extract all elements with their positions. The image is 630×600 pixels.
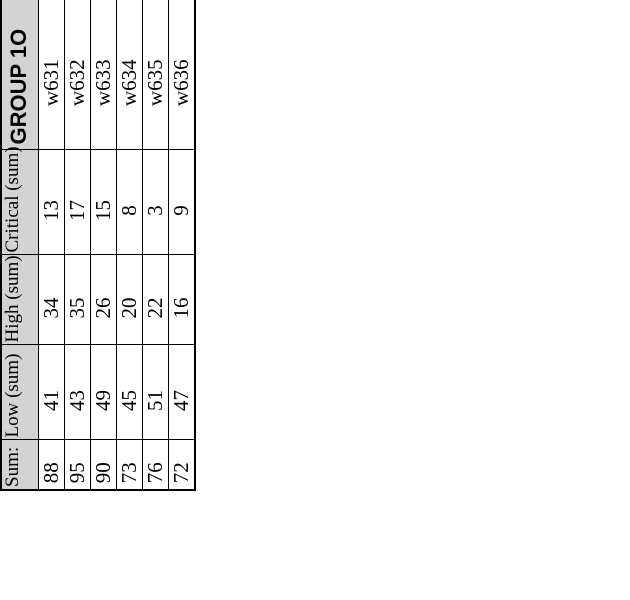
value-cell: 88: [38, 440, 65, 490]
row-id-cell: w632: [64, 0, 91, 150]
value-cell: 49: [90, 345, 117, 440]
value-cell: 43: [64, 345, 91, 440]
value-cell: 22: [142, 255, 169, 345]
value-cell: 15: [90, 150, 117, 255]
header-sum-label: Sum:: [2, 446, 23, 487]
value-cell: 26: [90, 255, 117, 345]
header-sum: Sum:: [1, 440, 38, 490]
header-low-sum: Low (sum): [1, 345, 38, 440]
value-cell: 20: [116, 255, 143, 345]
value-cell: 90: [90, 440, 117, 490]
value-cell: 72: [168, 440, 195, 490]
value-cell: 73: [116, 440, 143, 490]
value-cell: 35: [64, 255, 91, 345]
row-id-cell: w634: [116, 0, 143, 150]
value-cell: 8: [116, 150, 143, 255]
value-cell: 95: [64, 440, 91, 490]
header-critical-sum: Critical (sum): [1, 146, 38, 255]
value-cell: 17: [64, 150, 91, 255]
table-row: 72 47 16 9 w636: [168, 0, 195, 490]
value-cell: 76: [142, 440, 169, 490]
header-high-sum-label: High (sum): [2, 255, 23, 343]
table-header-row: Sum: Low (sum) High (sum) Critical (sum) GRO…: [1, 0, 38, 490]
value-cell: 45: [116, 345, 143, 440]
table-row: 76 51 22 3 w635: [142, 0, 169, 490]
table-header-row: Sum: Low (sum) High (sum) Critical (sum) GRO…: [1, 0, 38, 490]
group-data-table: Sum: Low (sum) High (sum) Critical (sum) GRO…: [0, 0, 196, 491]
value-cell: 34: [38, 255, 65, 345]
value-cell: 51: [142, 345, 169, 440]
value-cell: 9: [168, 150, 195, 255]
rotated-table-wrapper: Sum: Low (sum) High (sum) Critical (sum) GRO…: [0, 0, 196, 491]
value-cell: 16: [168, 255, 195, 345]
table-row: 88 41 34 13 w631: [38, 0, 65, 490]
row-id-cell: w631: [38, 0, 65, 150]
value-cell: 41: [38, 345, 65, 440]
header-critical-sum-label: Critical (sum): [2, 146, 23, 253]
value-cell: 3: [142, 150, 169, 255]
table-row: 95 43 35 17 w632: [64, 0, 91, 490]
table-row: 90 49 26 15 w633: [90, 0, 117, 490]
value-cell: 47: [168, 345, 195, 440]
row-id-cell: w635: [142, 0, 169, 150]
table-body: 88 41 34 13 w631 95 43 35 17 w632 90 49 26 15 w633 73 45…: [38, 0, 195, 490]
group-header-label: GROUP 1O: [6, 28, 31, 145]
table-row: 73 45 20 8 w634: [116, 0, 143, 490]
row-id-cell: w636: [168, 0, 195, 150]
value-cell: 13: [38, 150, 65, 255]
header-low-sum-label: Low (sum): [2, 353, 23, 438]
row-id-cell: w633: [90, 0, 117, 150]
group-header: GROUP 1O: [1, 0, 38, 150]
header-high-sum: High (sum): [1, 255, 38, 345]
